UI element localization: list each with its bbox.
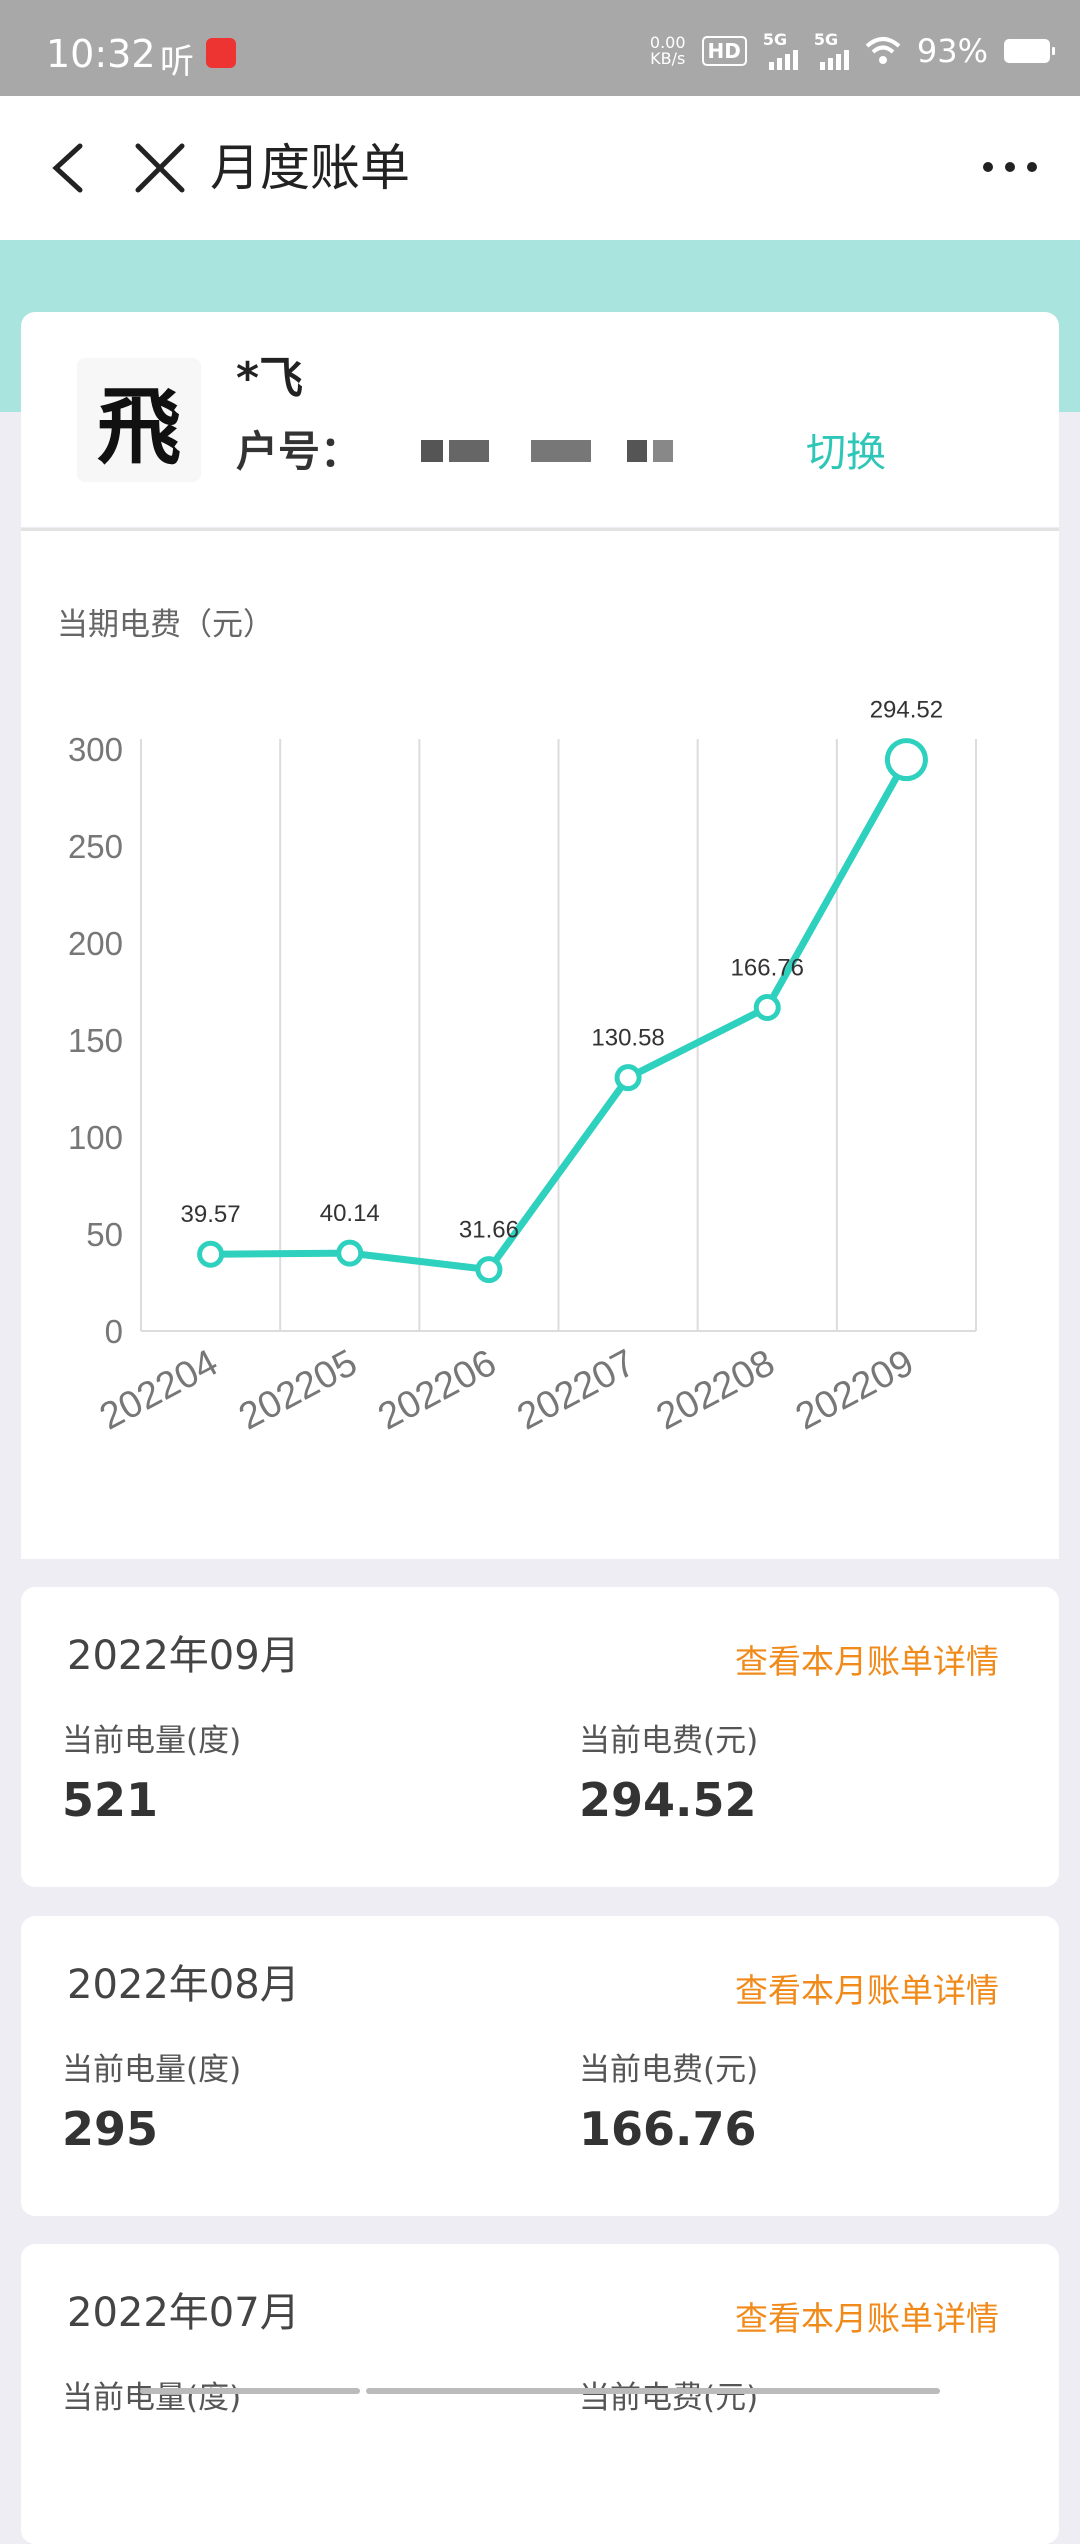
- data-point: [614, 1064, 642, 1092]
- signal-icon-2: 5G: [813, 30, 849, 70]
- data-point: [884, 738, 928, 782]
- battery-icon: [1004, 39, 1055, 63]
- account-number-masked: [421, 440, 673, 462]
- signal-label: 5G: [813, 30, 839, 49]
- notification-app-icon: [206, 38, 236, 68]
- account-card: 飛 *飞 户号： 切换: [21, 312, 1059, 527]
- y-tick-label: 0: [105, 1313, 123, 1350]
- x-tick-label: 202209: [789, 1342, 921, 1439]
- switch-account-link[interactable]: 切换: [806, 430, 886, 476]
- status-time: 10:32: [46, 32, 156, 76]
- network-speed-unit: KB/s: [650, 49, 686, 68]
- chart-title: 当期电费（元）: [57, 607, 274, 643]
- account-name: *飞: [236, 353, 304, 404]
- kwh-value: 521: [62, 1773, 159, 1827]
- data-label: 40.14: [320, 1200, 380, 1227]
- kwh-label: 当前电量(度): [62, 2052, 242, 2088]
- status-bar: 10:32 听 0.00 KB/s HD 5G 5G 93%: [0, 0, 1080, 96]
- data-label: 166.76: [731, 954, 804, 981]
- x-tick-label: 202207: [511, 1342, 643, 1439]
- bill-month: 2022年07月: [67, 2290, 300, 2336]
- bill-month: 2022年09月: [67, 1633, 300, 1679]
- x-tick-label: 202208: [650, 1342, 782, 1439]
- status-icons: 0.00 KB/s HD 5G 5G 93%: [650, 26, 1055, 76]
- signal-icon-1: 5G: [762, 30, 798, 70]
- y-tick-label: 250: [68, 828, 123, 865]
- y-tick-label: 50: [86, 1216, 123, 1253]
- network-speed: 0.00 KB/s: [650, 35, 686, 67]
- x-tick-label: 202204: [93, 1342, 225, 1439]
- avatar: 飛: [77, 358, 201, 482]
- fee-value: 294.52: [579, 1773, 757, 1827]
- network-speed-value: 0.00: [649, 33, 686, 52]
- series-line: [210, 757, 910, 1274]
- y-tick-label: 150: [68, 1022, 123, 1059]
- data-label: 130.58: [591, 1025, 664, 1052]
- fee-value: 166.76: [579, 2102, 757, 2156]
- data-point: [197, 1240, 225, 1268]
- bill-detail-link[interactable]: 查看本月账单详情: [735, 2299, 999, 2338]
- bill-detail-link[interactable]: 查看本月账单详情: [735, 1971, 999, 2010]
- data-point: [753, 993, 781, 1021]
- chart-card: 当期电费（元） 0 50 100 150 200 250 300 202204 202205 20…: [21, 528, 1059, 1559]
- more-horizontal-icon[interactable]: [980, 152, 1040, 182]
- listen-indicator: 听: [160, 42, 194, 82]
- page-title: 月度账单: [210, 139, 410, 197]
- scroll-indicator: [140, 2388, 940, 2396]
- data-label: 294.52: [870, 697, 943, 724]
- data-point: [475, 1256, 503, 1284]
- bill-card-2022-08: 2022年08月 查看本月账单详情 当前电量(度) 当前电费(元) 295 16…: [21, 1916, 1059, 2216]
- data-point: [336, 1239, 364, 1267]
- x-tick-label: 202205: [232, 1342, 364, 1439]
- hd-icon: HD: [701, 36, 747, 66]
- signal-label: 5G: [762, 30, 788, 49]
- bill-card-2022-09: 2022年09月 查看本月账单详情 当前电量(度) 当前电费(元) 521 29…: [21, 1587, 1059, 1887]
- wifi-icon: [865, 37, 901, 64]
- data-label: 39.57: [181, 1201, 241, 1228]
- bill-detail-link[interactable]: 查看本月账单详情: [735, 1642, 999, 1681]
- data-label: 31.66: [459, 1217, 519, 1244]
- y-tick-label: 300: [68, 731, 123, 768]
- battery-percent: 93%: [916, 32, 988, 70]
- y-tick-label: 200: [68, 925, 123, 962]
- chevron-left-icon[interactable]: [40, 136, 100, 200]
- fee-label: 当前电费(元): [579, 2052, 759, 2088]
- nav-bar: 月度账单: [0, 96, 1080, 240]
- bill-month: 2022年08月: [67, 1962, 300, 2008]
- x-tick-label: 202206: [371, 1342, 503, 1439]
- y-tick-label: 100: [68, 1119, 123, 1156]
- kwh-label: 当前电量(度): [62, 1723, 242, 1759]
- close-icon[interactable]: [128, 136, 192, 200]
- account-number-label: 户号：: [236, 427, 363, 476]
- kwh-value: 295: [62, 2102, 159, 2156]
- fee-label: 当前电费(元): [579, 1723, 759, 1759]
